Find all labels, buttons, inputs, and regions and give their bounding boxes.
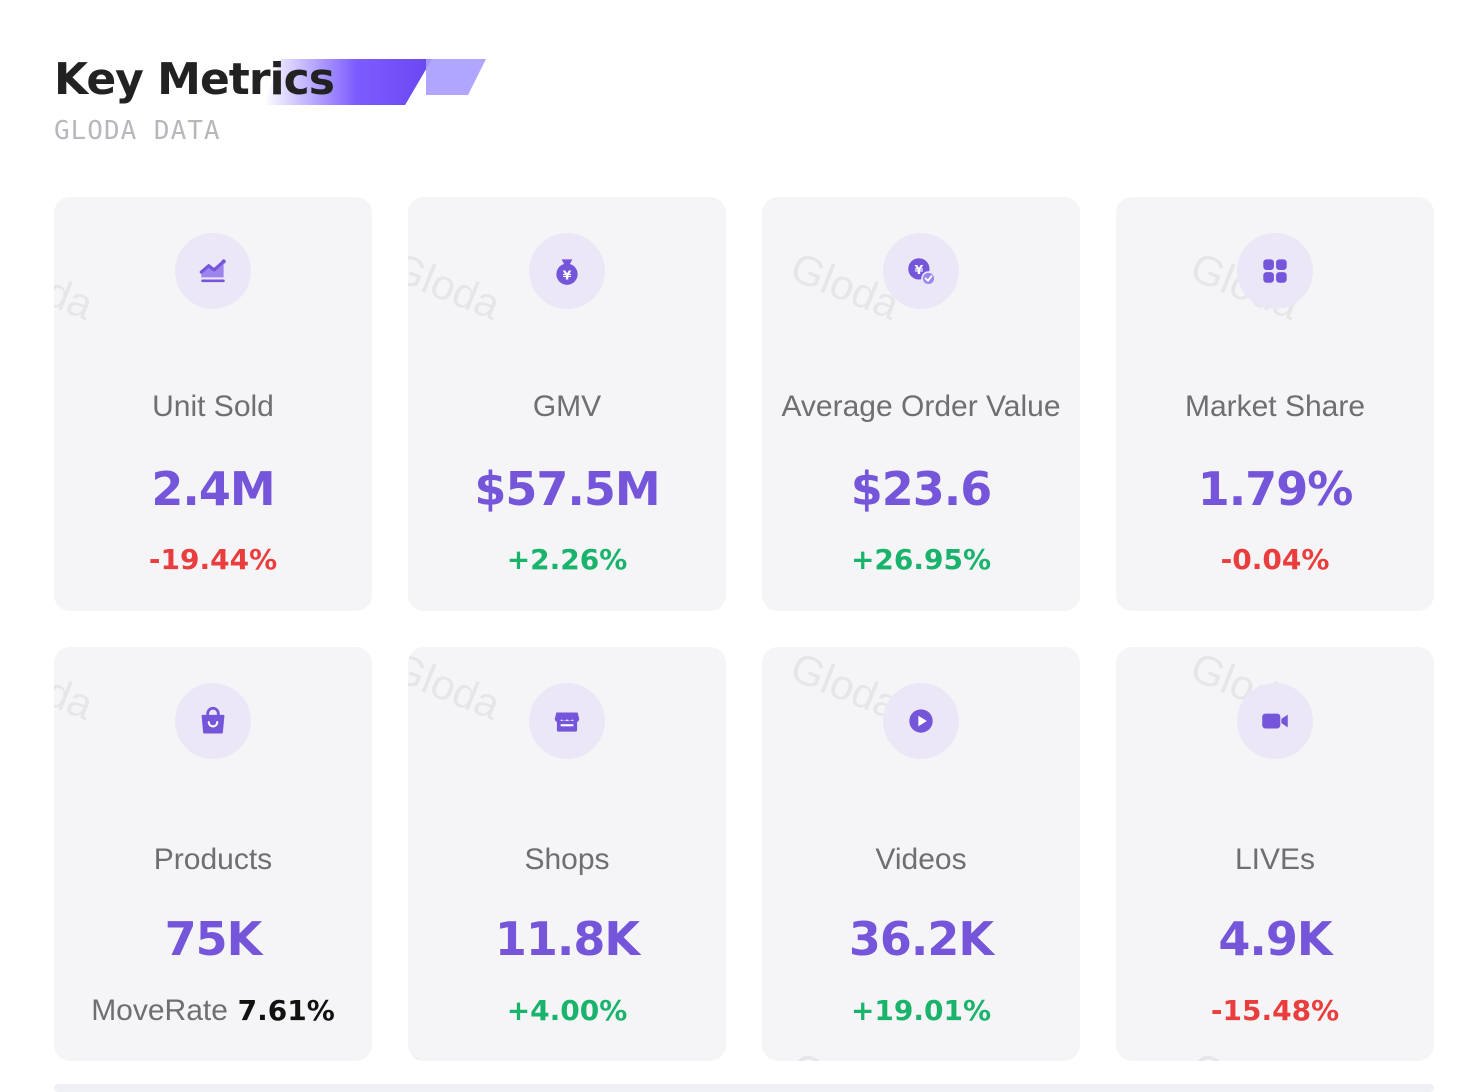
- metric-card-products: Gloda Gloda Products 75K MoveRate 7.61%: [54, 647, 372, 1061]
- page-subtitle: GLODA DATA: [54, 116, 221, 146]
- metric-change: +26.95%: [850, 543, 992, 576]
- watermark: Gloda: [54, 243, 100, 329]
- metric-card-average-order-value: Gloda ¥ Average Order Value $23.6 +26.95…: [762, 197, 1080, 611]
- shopping-bag-icon: [175, 683, 251, 759]
- section-header: Key Metrics GLODA DATA: [54, 48, 486, 158]
- watermark: Gloda: [54, 1043, 100, 1061]
- metric-value: $57.5M: [474, 462, 660, 516]
- metric-label: LIVEs: [1234, 843, 1316, 876]
- metric-value: 36.2K: [848, 912, 994, 966]
- metric-label: Average Order Value: [781, 390, 1061, 423]
- metric-card-gmv: Gloda ¥ GMV $57.5M +2.26%: [408, 197, 726, 611]
- metric-value: 75K: [164, 912, 263, 966]
- move-rate: MoveRate 7.61%: [54, 991, 372, 1031]
- metric-label: Products: [153, 843, 273, 876]
- watermark: Gloda: [54, 647, 100, 729]
- metric-change: +4.00%: [506, 994, 628, 1027]
- metric-label: GMV: [532, 390, 602, 423]
- move-rate-label: MoveRate: [91, 994, 228, 1027]
- metric-label: Market Share: [1184, 390, 1366, 423]
- watermark: Gloda: [784, 1043, 906, 1061]
- play-circle-icon: [883, 683, 959, 759]
- move-rate-value: 7.61%: [237, 994, 335, 1027]
- metric-value: 11.8K: [494, 912, 640, 966]
- metric-change: +2.26%: [506, 543, 628, 576]
- metric-value: 1.79%: [1197, 462, 1354, 516]
- metric-label: Videos: [875, 843, 967, 876]
- metric-change: -0.04%: [1220, 543, 1330, 576]
- metric-label: Unit Sold: [152, 390, 274, 423]
- title-wrap: Key Metrics: [54, 48, 486, 118]
- next-section-edge: [54, 1084, 1434, 1092]
- watermark: Gloda: [408, 647, 507, 729]
- coin-check-icon: ¥: [883, 233, 959, 309]
- title-accent-decoration: [264, 59, 432, 105]
- trend-chart-icon: [175, 233, 251, 309]
- metric-value: $23.6: [850, 462, 993, 516]
- metric-card-market-share: Gloda Market Share 1.79% -0.04%: [1116, 197, 1434, 611]
- store-icon: [529, 683, 605, 759]
- watermark: Gloda: [408, 243, 507, 329]
- metric-change: -19.44%: [148, 543, 278, 576]
- video-camera-icon: [1237, 683, 1313, 759]
- svg-text:¥: ¥: [563, 269, 572, 284]
- metric-card-shops: Gloda Gloda Shops 11.8K +4.00%: [408, 647, 726, 1061]
- metric-change: -15.48%: [1210, 994, 1340, 1027]
- watermark: Gloda: [408, 1043, 507, 1061]
- metrics-grid: Gloda Unit Sold 2.4M -19.44% Gloda ¥ GMV…: [54, 197, 1434, 1061]
- metric-card-unit-sold: Gloda Unit Sold 2.4M -19.44%: [54, 197, 372, 611]
- watermark: Gloda: [1184, 1043, 1306, 1061]
- metric-value: 2.4M: [151, 462, 275, 516]
- metric-label: Shops: [524, 843, 610, 876]
- svg-text:¥: ¥: [914, 263, 923, 278]
- money-bag-icon: ¥: [529, 233, 605, 309]
- title-accent-decoration-light: [426, 59, 486, 95]
- metric-value: 4.9K: [1218, 912, 1332, 966]
- page-title: Key Metrics: [54, 54, 335, 105]
- metric-card-lives: Gloda Gloda LIVEs 4.9K -15.48%: [1116, 647, 1434, 1061]
- metric-card-videos: Gloda Gloda Videos 36.2K +19.01%: [762, 647, 1080, 1061]
- grid-squares-icon: [1237, 233, 1313, 309]
- metric-change: +19.01%: [850, 994, 992, 1027]
